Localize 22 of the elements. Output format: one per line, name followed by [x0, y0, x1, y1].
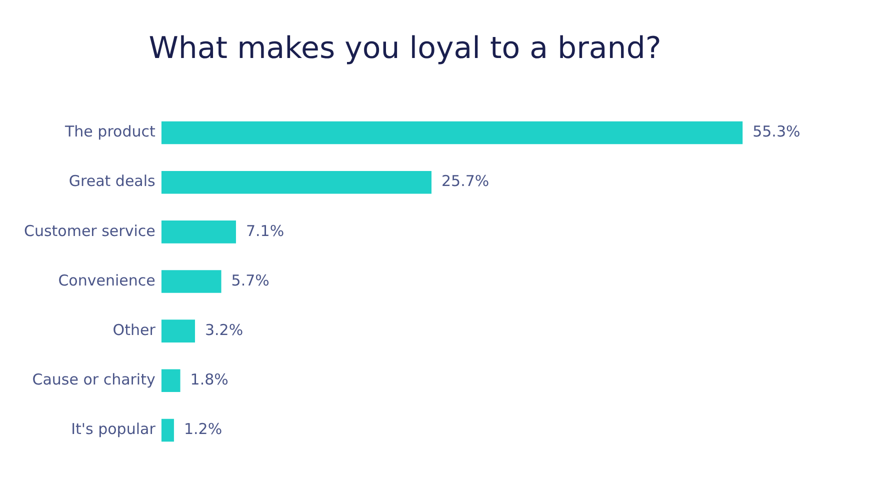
y-tick-label: Customer service	[24, 222, 156, 240]
bar	[161, 369, 180, 392]
y-tick-label: Great deals	[68, 172, 156, 190]
bar	[161, 121, 743, 144]
y-tick-label: Other	[112, 320, 156, 339]
bar	[161, 220, 236, 244]
bar	[161, 320, 195, 342]
data-label: 1.2%	[184, 420, 222, 438]
data-label: 25.7%	[441, 172, 490, 190]
data-label: 55.3%	[752, 122, 800, 141]
bar	[161, 418, 174, 442]
y-tick-label: The product	[64, 122, 156, 141]
y-tick-label: Convenience	[58, 271, 156, 290]
bar	[161, 170, 432, 194]
data-label: 7.1%	[246, 222, 284, 240]
data-label: 3.2%	[204, 320, 244, 339]
y-tick-label: Cause or charity	[32, 370, 156, 389]
data-label: 5.7%	[231, 271, 270, 290]
data-label: 1.8%	[190, 370, 228, 389]
bar	[161, 270, 222, 293]
y-tick-label: It's popular	[71, 420, 156, 438]
chart-title: What makes you loyal to a brand?	[148, 30, 662, 66]
